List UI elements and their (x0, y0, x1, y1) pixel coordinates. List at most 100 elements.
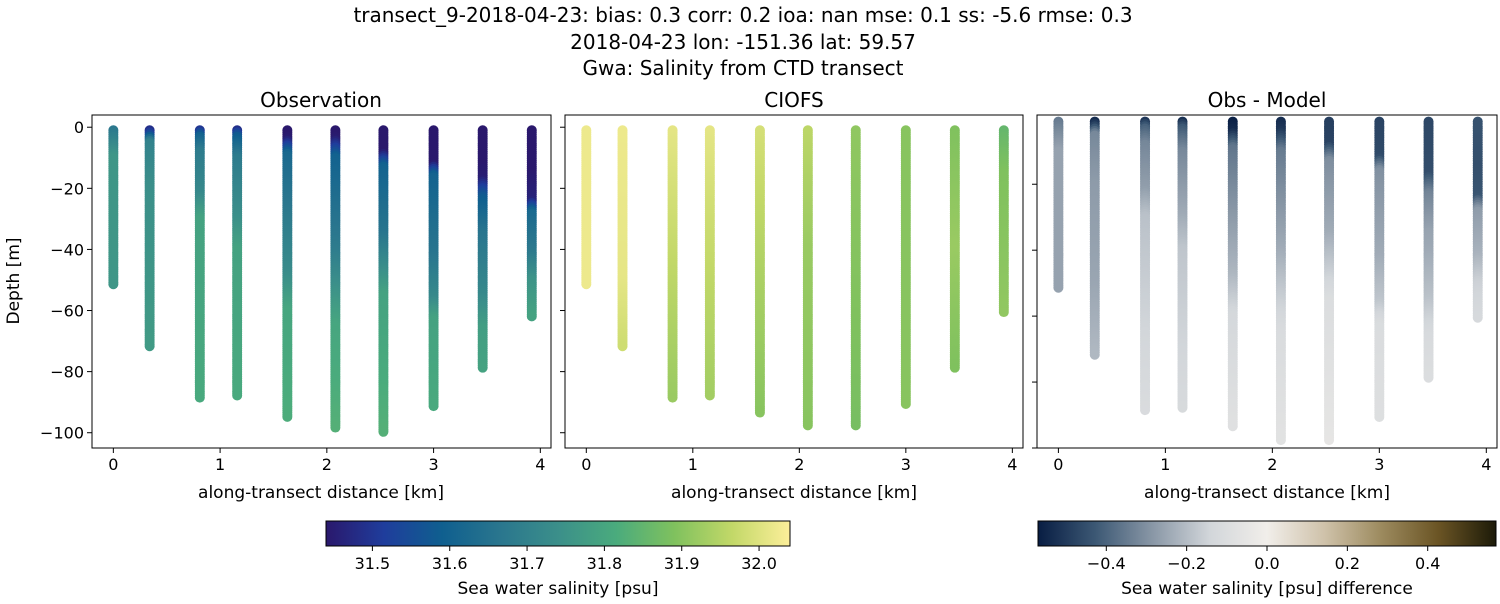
station-profile (526, 125, 537, 322)
axes-frame (564, 114, 1024, 449)
colorbar-tick-label: −0.2 (1167, 554, 1206, 573)
x-tick-label: 2 (322, 455, 332, 474)
x-tick-label: 1 (215, 455, 225, 474)
colorbar-tick-label: 0.0 (1254, 554, 1279, 573)
x-tick-label: 4 (535, 455, 545, 474)
data-point (1324, 435, 1335, 446)
colorbar-tick-label: 31.7 (509, 554, 545, 573)
x-tick-label: 0 (1053, 455, 1063, 474)
x-tick-label: 4 (1007, 455, 1017, 474)
panel-obs-model: 0 1 2 3 4 (1032, 114, 1498, 474)
data-point (282, 411, 293, 422)
data-point (802, 420, 813, 431)
figure-title-line-1: transect_9-2018-04-23: bias: 0.3 corr: 0… (353, 3, 1132, 27)
colorbar-tick-label: −0.4 (1087, 554, 1126, 573)
data-point (581, 279, 592, 290)
panel-title-observation: Observation (260, 88, 382, 112)
station-profile (1423, 116, 1434, 383)
station-profile (704, 125, 715, 401)
colorbar-tick-label: 31.5 (355, 554, 391, 573)
station-profile (949, 125, 960, 373)
x-tick-label: 2 (1267, 455, 1277, 474)
data-point (108, 279, 119, 290)
colorbar-gradient (325, 520, 791, 547)
x-axis-label-ciofs: along-transect distance [km] (671, 483, 917, 503)
station-profile (477, 125, 488, 373)
colorbar-tick-label: 32.0 (741, 554, 777, 573)
panel-title-obs-model: Obs - Model (1208, 88, 1327, 112)
data-point (850, 420, 861, 431)
data-point (144, 341, 155, 352)
figure-title-line-2: 2018-04-23 lon: -151.36 lat: 59.57 (570, 30, 916, 54)
station-profile (1089, 116, 1100, 360)
data-point (1227, 421, 1238, 432)
y-axis-label: Depth [m] (4, 237, 24, 324)
data-point (477, 362, 488, 373)
data-point (998, 307, 1009, 318)
y-tick-label: −100 (40, 424, 84, 443)
colorbar-gradient (1037, 520, 1497, 547)
station-profile (108, 125, 119, 290)
station-profile (754, 125, 765, 418)
x-tick-label: 4 (1481, 455, 1491, 474)
station-profile (1053, 116, 1064, 293)
colorbar-difference-label: Sea water salinity [psu] difference (1121, 579, 1413, 599)
station-profile (144, 125, 155, 352)
data-point (378, 426, 389, 437)
station-profile (282, 125, 293, 422)
data-point (900, 399, 911, 410)
x-tick-label: 3 (428, 455, 438, 474)
data-point (1089, 349, 1100, 360)
data-point (194, 392, 205, 403)
data-point (949, 362, 960, 373)
x-axis-label-obs-model: along-transect distance [km] (1144, 483, 1390, 503)
data-point (754, 407, 765, 418)
data-point (1423, 372, 1434, 383)
station-profile (1177, 116, 1188, 413)
y-tick-label: −60 (50, 302, 84, 321)
station-profile (1140, 116, 1151, 416)
y-tick-label: 0 (74, 118, 84, 137)
data-point (330, 422, 341, 433)
station-profile (617, 125, 628, 352)
panel-observation: 0 1 2 3 4 0 −20 −40 −60 −80 −100 (40, 114, 552, 474)
axes-frame (1036, 114, 1498, 449)
data-point (1275, 435, 1286, 446)
station-profile (667, 125, 678, 403)
x-tick-label: 1 (1160, 455, 1170, 474)
data-point (232, 390, 243, 401)
data-point (1053, 282, 1064, 293)
station-profile (330, 125, 341, 433)
panel-title-ciofs: CIOFS (764, 88, 823, 112)
station-profile (1227, 116, 1238, 432)
data-point (1374, 412, 1385, 423)
station-profile (232, 125, 243, 401)
axes-frame (91, 114, 552, 449)
x-tick-label: 3 (901, 455, 911, 474)
colorbar-tick-label: 31.6 (432, 554, 468, 573)
colorbar-difference: −0.4 −0.2 0.0 0.2 0.4 (1037, 520, 1497, 573)
station-profile (850, 125, 861, 431)
colorbar-tick-label: 0.4 (1415, 554, 1440, 573)
colorbar-salinity-label: Sea water salinity [psu] (458, 579, 659, 599)
station-profile (378, 125, 389, 437)
x-tick-label: 1 (688, 455, 698, 474)
station-profile (1324, 116, 1335, 446)
x-tick-label: 3 (1374, 455, 1384, 474)
station-profile (998, 125, 1009, 318)
figure-title-line-3: Gwa: Salinity from CTD transect (583, 56, 904, 80)
data-point (704, 390, 715, 401)
data-point (617, 341, 628, 352)
station-profile (802, 125, 813, 431)
data-point (1140, 405, 1151, 416)
station-profile (194, 125, 205, 403)
y-tick-label: −20 (50, 179, 84, 198)
data-point (526, 311, 537, 322)
panel-ciofs: 0 1 2 3 4 (560, 114, 1024, 474)
data-point (428, 401, 439, 412)
station-profile (581, 125, 592, 290)
y-tick-label: −80 (50, 363, 84, 382)
data-point (1472, 312, 1483, 323)
colorbar-tick-label: 0.2 (1335, 554, 1360, 573)
